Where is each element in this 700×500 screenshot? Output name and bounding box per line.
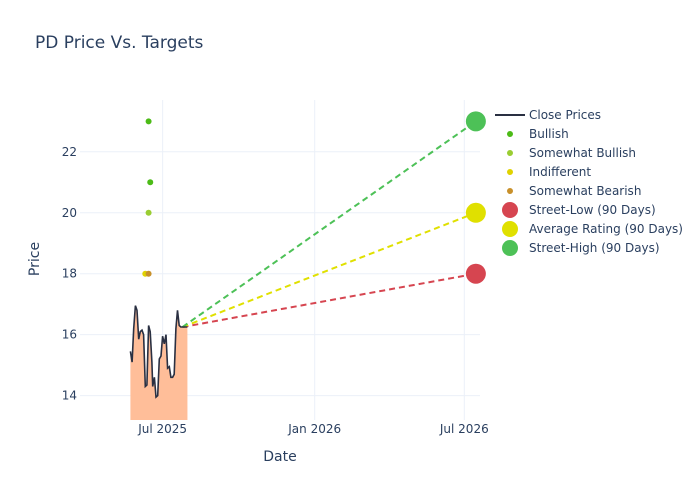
legend-label: Close Prices [529,108,601,122]
legend-item: Somewhat Bearish [507,184,641,198]
legend-label: Street-Low (90 Days) [529,203,656,217]
y-tick-label: 14 [62,389,77,403]
legend-swatch [507,188,513,194]
y-tick-label: 22 [62,145,77,159]
legend-label: Street-High (90 Days) [529,241,660,255]
rating-point [145,270,152,277]
x-tick-label: Jan 2026 [287,422,341,436]
target-marker [465,263,486,284]
rating-point [145,118,152,125]
y-tick-label: 16 [62,328,77,342]
x-tick-label: Jul 2025 [137,422,187,436]
price-area [130,305,188,420]
target-lines [181,120,477,329]
target-line [182,272,477,329]
legend-item: Bullish [507,127,569,141]
y-tick-label: 18 [62,267,77,281]
target-line [182,211,477,328]
legend-label: Somewhat Bullish [529,146,636,160]
y-axis-title: Price [27,242,43,276]
legend-label: Average Rating (90 Days) [529,222,683,236]
legend-label: Indifferent [529,165,591,179]
legend-item: Somewhat Bullish [507,146,636,160]
legend-swatch [507,131,513,137]
legend-swatch [502,240,518,256]
legend-label: Bullish [529,127,569,141]
close-price-line [129,305,188,399]
legend-item: Street-Low (90 Days) [502,202,656,218]
legend-item: Average Rating (90 Days) [502,221,683,237]
rating-points [142,111,486,284]
y-tick-label: 20 [62,206,77,220]
price-area-fill [130,305,188,420]
legend: Close Prices Bullish Somewhat Bullish Indif… [495,108,683,256]
legend-swatch [502,221,518,237]
legend-swatch [502,202,518,218]
legend-swatch [507,169,513,175]
chart-title: PD Price Vs. Targets [35,33,204,53]
rating-point [147,179,154,186]
rating-point [145,209,152,216]
legend-swatch [507,150,513,156]
legend-item: Indifferent [507,165,591,179]
x-axis-ticks: Jul 2025 Jan 2026 Jul 2026 [137,422,488,436]
legend-item: Close Prices [495,108,601,122]
x-axis-title: Date [263,449,296,465]
legend-item: Street-High (90 Days) [502,240,660,256]
grid-lines [80,100,480,420]
price-line [129,305,188,399]
target-marker [465,111,486,132]
x-tick-label: Jul 2026 [439,422,489,436]
y-axis-ticks: 14 16 18 20 22 [62,145,77,403]
target-marker [465,202,486,223]
legend-label: Somewhat Bearish [529,184,641,198]
